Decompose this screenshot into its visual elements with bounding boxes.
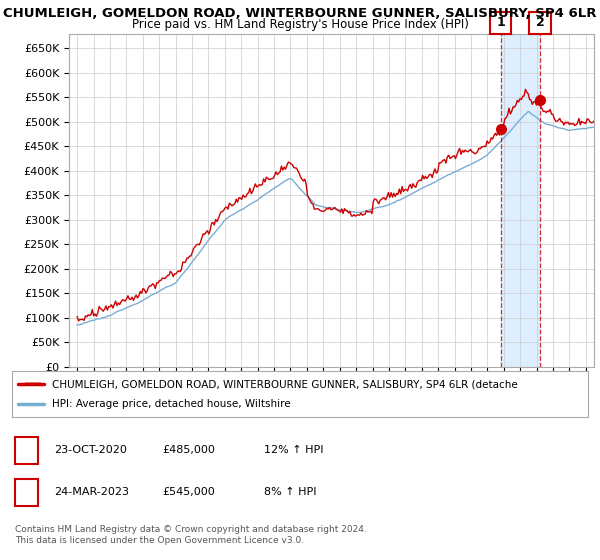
Text: HPI: Average price, detached house, Wiltshire: HPI: Average price, detached house, Wilt… (52, 399, 291, 409)
Text: —: — (24, 375, 42, 393)
Text: 1: 1 (496, 16, 505, 30)
Bar (500, 34, 540, 367)
Text: 2: 2 (536, 16, 545, 30)
Text: Contains HM Land Registry data © Crown copyright and database right 2024.
This d: Contains HM Land Registry data © Crown c… (15, 525, 367, 545)
Text: £485,000: £485,000 (162, 445, 215, 455)
Text: 1: 1 (22, 444, 31, 457)
Text: 12% ↑ HPI: 12% ↑ HPI (264, 445, 323, 455)
Text: Price paid vs. HM Land Registry's House Price Index (HPI): Price paid vs. HM Land Registry's House … (131, 18, 469, 31)
Text: £545,000: £545,000 (162, 487, 215, 497)
Text: 24-MAR-2023: 24-MAR-2023 (54, 487, 129, 497)
Text: 23-OCT-2020: 23-OCT-2020 (54, 445, 127, 455)
Text: CHUMLEIGH, GOMELDON ROAD, WINTERBOURNE GUNNER, SALISBURY, SP4 6LR (detache: CHUMLEIGH, GOMELDON ROAD, WINTERBOURNE G… (52, 379, 518, 389)
Text: CHUMLEIGH, GOMELDON ROAD, WINTERBOURNE GUNNER, SALISBURY, SP4 6LR: CHUMLEIGH, GOMELDON ROAD, WINTERBOURNE G… (3, 7, 597, 20)
Text: 8% ↑ HPI: 8% ↑ HPI (264, 487, 317, 497)
Text: 2: 2 (22, 486, 31, 499)
Text: —: — (24, 375, 42, 393)
